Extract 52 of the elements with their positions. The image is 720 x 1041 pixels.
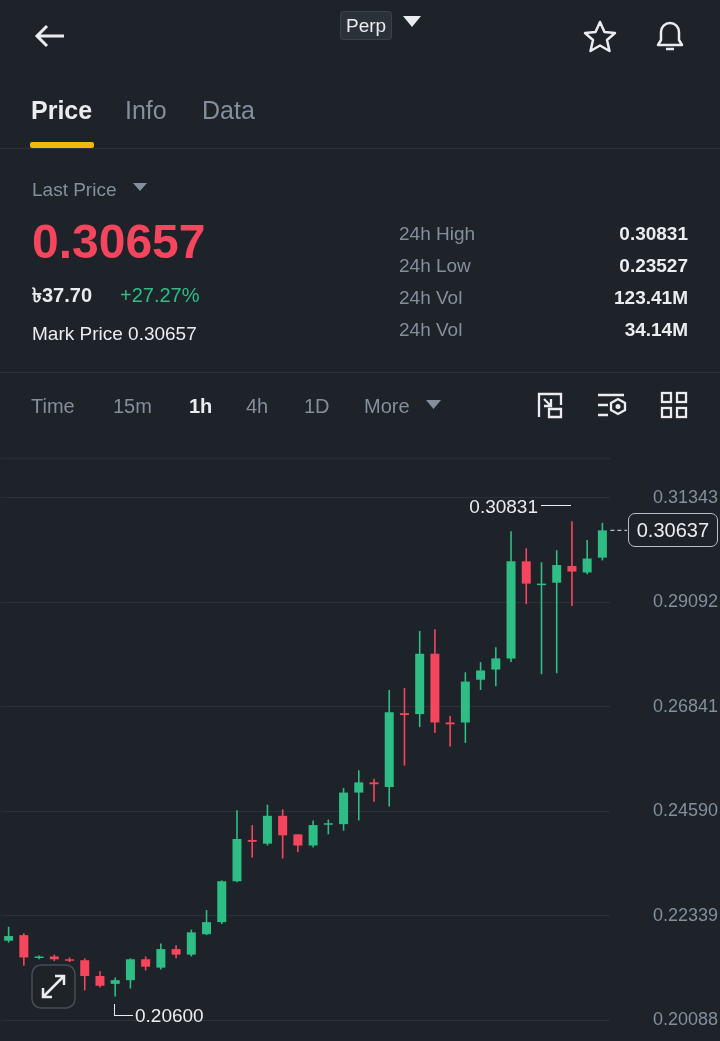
text: Mark Price 0.30657 [32, 323, 197, 344]
y-tick-label: 0.26841 [652, 695, 718, 716]
candlestick [110, 976, 120, 998]
text: More [364, 395, 410, 417]
annotation: 0.30831 [469, 496, 538, 517]
candlestick [80, 957, 90, 992]
candlestick [278, 808, 288, 860]
candlestick [476, 661, 486, 691]
text: Data [202, 96, 255, 124]
y-tick-label: 0.20088 [652, 1009, 718, 1030]
text: 24h Vol [399, 319, 463, 340]
text: 0.23527 [619, 255, 688, 276]
y-tick-label: 0.29092 [652, 591, 718, 612]
text: Time [31, 395, 75, 417]
candlestick [567, 520, 577, 607]
text: 15m [113, 395, 152, 417]
candlestick [156, 942, 166, 971]
candlestick [354, 769, 364, 822]
text: Info [125, 96, 167, 124]
text: Perp [340, 11, 393, 40]
y-tick-label: 0.24590 [652, 800, 718, 821]
text: ৳37.70 [32, 284, 93, 306]
text: +27.27% [120, 284, 200, 306]
candlestick [247, 824, 257, 859]
text: 24h Vol [399, 287, 463, 308]
candlestick [521, 547, 531, 605]
candlestick [445, 715, 455, 748]
text: Price [31, 96, 93, 124]
candlestick [202, 909, 212, 936]
text: 24h High [399, 223, 476, 244]
ref-line-label: 0.30637 [627, 513, 718, 548]
candlestick [491, 646, 501, 688]
text: 1D [304, 395, 330, 417]
text: 34.14M [624, 319, 688, 340]
text: 24h Low [399, 255, 471, 276]
text: 4h [246, 395, 269, 417]
candlestick [399, 687, 409, 767]
text: 0.30831 [619, 223, 688, 244]
candlestick [552, 549, 562, 675]
candlestick [308, 819, 318, 849]
candlestick [582, 539, 592, 576]
y-tick-label: 0.22339 [652, 904, 718, 925]
text: 123.41M [614, 287, 688, 308]
candlestick [125, 957, 135, 990]
text: Last Price [32, 179, 117, 200]
candlestick [19, 932, 29, 967]
candlestick [369, 777, 379, 803]
text: 0.30657 [32, 215, 206, 268]
candlestick [186, 928, 196, 958]
y-tick-label: 0.31343 [652, 486, 718, 507]
text: 1h [189, 395, 213, 417]
annotation: 0.20600 [135, 1005, 204, 1026]
